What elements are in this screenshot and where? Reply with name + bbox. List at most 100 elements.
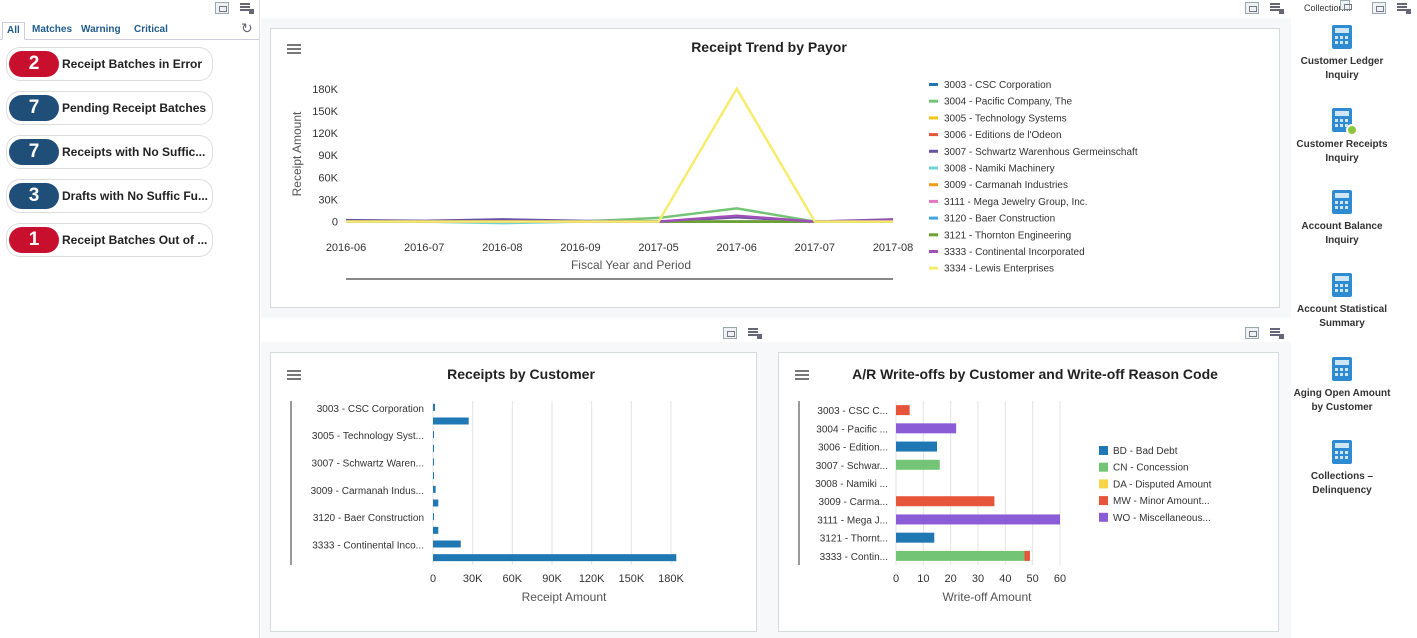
bar[interactable] bbox=[433, 526, 439, 534]
legend-label[interactable]: 3003 - CSC Corporation bbox=[944, 80, 1051, 91]
x-tick-label: 60K bbox=[503, 573, 523, 585]
legend-label[interactable]: WO - Miscellaneous... bbox=[1113, 513, 1211, 524]
x-axis-label: Receipt Amount bbox=[522, 590, 607, 604]
legend-label[interactable]: MW - Minor Amount... bbox=[1113, 496, 1210, 507]
legend-label[interactable]: 3005 - Technology Systems bbox=[944, 113, 1067, 124]
legend-label[interactable]: 3333 - Continental Incorporated bbox=[944, 247, 1085, 258]
bar-segment[interactable] bbox=[1024, 550, 1030, 561]
x-axis-label: Write-off Amount bbox=[943, 590, 1033, 604]
list-view-icon[interactable] bbox=[240, 2, 254, 14]
list-view-icon[interactable] bbox=[1397, 2, 1411, 14]
tab-all[interactable]: All bbox=[2, 22, 25, 40]
watchlist-count-badge: 7 bbox=[9, 95, 59, 121]
app-tile[interactable]: Aging Open Amount by Customer bbox=[1292, 357, 1392, 415]
category-label: 3008 - Namiki ... bbox=[815, 479, 888, 490]
bar[interactable] bbox=[433, 540, 461, 548]
legend-swatch bbox=[929, 183, 938, 187]
bar-segment[interactable] bbox=[896, 550, 1025, 561]
legend-swatch bbox=[1099, 479, 1108, 489]
legend-swatch bbox=[929, 199, 938, 203]
legend-swatch bbox=[929, 216, 938, 220]
legend-swatch bbox=[929, 166, 938, 170]
bar[interactable] bbox=[433, 554, 677, 562]
bar[interactable] bbox=[433, 472, 434, 480]
expand-icon[interactable] bbox=[1245, 327, 1259, 339]
y-tick-label: 30K bbox=[318, 194, 338, 206]
bar[interactable] bbox=[433, 458, 434, 466]
list-view-icon[interactable] bbox=[1270, 327, 1284, 339]
bar[interactable] bbox=[433, 513, 434, 521]
watchlist-item[interactable]: 2 Receipt Batches in Error bbox=[6, 47, 213, 81]
x-tick-label: 20 bbox=[945, 573, 957, 585]
legend-label[interactable]: 3121 - Thornton Engineering bbox=[944, 230, 1071, 241]
menu-icon[interactable] bbox=[287, 44, 301, 46]
bar[interactable] bbox=[433, 499, 439, 507]
legend-label[interactable]: 3006 - Editions de l'Odeon bbox=[944, 130, 1062, 141]
category-label: 3006 - Edition... bbox=[818, 443, 888, 454]
legend-label[interactable]: 3008 - Namiki Machinery bbox=[944, 164, 1055, 175]
springboard-title: Collection... bbox=[1304, 3, 1352, 13]
tab-warning[interactable]: Warning bbox=[81, 24, 121, 35]
watchlist-item[interactable]: 7 Pending Receipt Batches bbox=[6, 91, 213, 125]
legend-label[interactable]: CN - Concession bbox=[1113, 463, 1189, 474]
x-axis-label: Fiscal Year and Period bbox=[571, 258, 691, 272]
list-view-icon[interactable] bbox=[748, 327, 762, 339]
bar-segment[interactable] bbox=[896, 496, 995, 507]
watchlist-item[interactable]: 3 Drafts with No Suffic Fu... bbox=[6, 179, 213, 213]
bar[interactable] bbox=[433, 403, 435, 411]
expand-icon[interactable] bbox=[723, 327, 737, 339]
legend-label[interactable]: 3004 - Pacific Company, The bbox=[944, 97, 1072, 108]
legend-label[interactable]: 3111 - Mega Jewelry Group, Inc. bbox=[944, 197, 1088, 208]
category-label: 3005 - Technology Syst... bbox=[312, 431, 424, 442]
watchlist-label: Receipts with No Suffic... bbox=[62, 145, 206, 159]
app-tile[interactable]: Collections – Delinquency bbox=[1292, 440, 1392, 498]
bar-segment[interactable] bbox=[896, 459, 940, 470]
menu-icon[interactable] bbox=[795, 370, 809, 372]
watchlist-item[interactable]: 7 Receipts with No Suffic... bbox=[6, 135, 213, 169]
app-label: Account Balance Inquiry bbox=[1301, 221, 1383, 246]
app-tile[interactable]: Customer Ledger Inquiry bbox=[1292, 25, 1392, 83]
legend-label[interactable]: 3120 - Baer Construction bbox=[944, 214, 1055, 225]
expand-icon[interactable] bbox=[215, 2, 229, 14]
app-tile[interactable]: Account Statistical Summary bbox=[1292, 273, 1392, 331]
legend-label[interactable]: 3009 - Carmanah Industries bbox=[944, 180, 1068, 191]
legend-swatch bbox=[1099, 446, 1108, 455]
chart-title: Receipts by Customer bbox=[447, 366, 595, 382]
list-view-icon[interactable] bbox=[1270, 2, 1284, 14]
bar-segment[interactable] bbox=[896, 423, 957, 434]
bar[interactable] bbox=[433, 417, 469, 425]
refresh-icon[interactable]: ↻ bbox=[241, 20, 253, 36]
tab-matches[interactable]: Matches bbox=[32, 24, 73, 35]
series-line[interactable] bbox=[346, 86, 893, 223]
category-label: 3333 - Contin... bbox=[820, 552, 888, 563]
menu-icon[interactable] bbox=[287, 370, 301, 372]
bar-segment[interactable] bbox=[896, 532, 935, 543]
bar-segment[interactable] bbox=[896, 405, 910, 416]
chart-title: A/R Write-offs by Customer and Write-off… bbox=[852, 366, 1218, 382]
bar[interactable] bbox=[433, 485, 436, 493]
tab-critical[interactable]: Critical bbox=[134, 24, 168, 35]
calculator-search-icon bbox=[1332, 108, 1358, 136]
legend-label[interactable]: DA - Disputed Amount bbox=[1113, 479, 1212, 490]
x-tick-label: 30 bbox=[972, 573, 984, 585]
y-tick-label: 150K bbox=[312, 106, 338, 118]
expand-icon[interactable] bbox=[1245, 2, 1259, 14]
app-tile[interactable]: Account Balance Inquiry bbox=[1292, 190, 1392, 248]
watchlist-item[interactable]: 1 Receipt Batches Out of ... bbox=[6, 223, 213, 257]
bar[interactable] bbox=[433, 431, 434, 439]
x-tick-label: 150K bbox=[618, 573, 644, 585]
app-tile[interactable]: Customer Receipts Inquiry bbox=[1292, 108, 1392, 166]
bar[interactable] bbox=[433, 444, 434, 452]
legend-label[interactable]: 3334 - Lewis Enterprises bbox=[944, 264, 1054, 275]
x-tick-label: 2017-06 bbox=[717, 242, 757, 254]
home-icon[interactable] bbox=[1340, 0, 1352, 10]
bar-segment[interactable] bbox=[896, 441, 937, 452]
bar-segment[interactable] bbox=[896, 514, 1060, 525]
legend-swatch bbox=[929, 266, 938, 270]
expand-icon[interactable] bbox=[1372, 2, 1386, 14]
legend-label[interactable]: 3007 - Schwartz Warenhous Germeinschaft bbox=[944, 147, 1138, 158]
legend-swatch bbox=[929, 116, 938, 120]
legend-label[interactable]: BD - Bad Debt bbox=[1113, 446, 1178, 457]
app-label: Customer Receipts Inquiry bbox=[1296, 139, 1388, 164]
y-tick-label: 90K bbox=[318, 150, 338, 162]
